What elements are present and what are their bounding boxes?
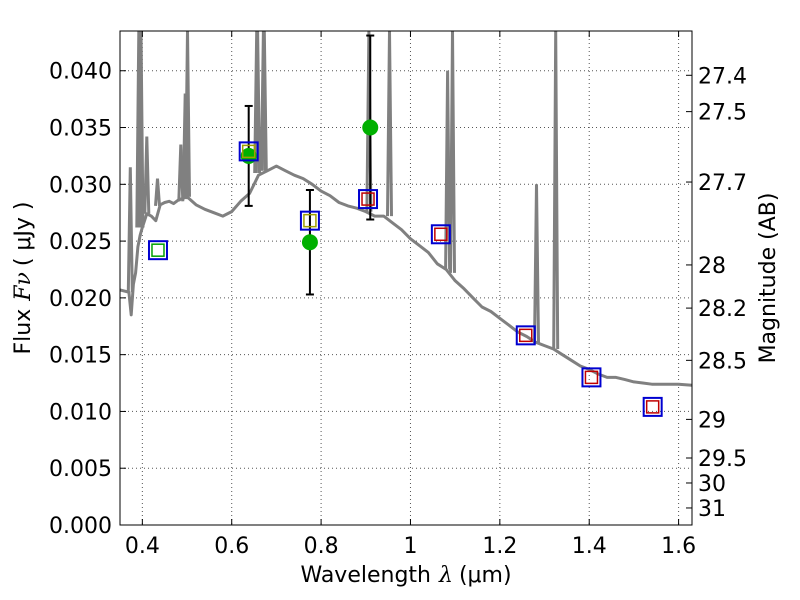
predicted-point-square — [434, 227, 448, 242]
y2-tick-label: 31 — [698, 497, 726, 522]
y-tick-labels: 0.000 0.005 0.010 0.015 0.020 0.025 0.030 0.035… — [49, 60, 112, 539]
predicted-point-square — [361, 192, 375, 206]
x-tick-label: 1 — [403, 534, 417, 559]
predicted-point-square — [151, 243, 165, 257]
grid-lines — [120, 31, 692, 526]
emission-line-spike — [126, 167, 134, 293]
y-axis-label: Flux Fν ( μJy ) — [11, 201, 36, 354]
x-tick-label: 1.2 — [482, 534, 517, 559]
y-tick-label: 0.035 — [49, 117, 112, 142]
y2-axis-label: Magnitude (AB) — [756, 193, 781, 364]
model-point-square — [642, 396, 663, 417]
y2-tick-label: 28.2 — [698, 297, 747, 322]
x-tick-label: 0.6 — [214, 534, 249, 559]
emission-line-spike — [533, 184, 540, 344]
emission-line-spike — [449, 31, 456, 273]
predicted-point-square — [645, 400, 660, 414]
y2-tick-label: 29.5 — [698, 447, 747, 472]
x-tick-label: 0.4 — [125, 534, 160, 559]
y2-tick-label: 28.5 — [698, 349, 747, 374]
predicted-point-square — [303, 213, 317, 228]
y-tick-label: 0.020 — [49, 287, 112, 312]
predicted-point-square — [519, 328, 533, 343]
emission-line-spike — [254, 31, 262, 174]
points-layer — [147, 34, 663, 417]
y2-tick-label: 27.4 — [698, 64, 747, 89]
emission-line-spike — [137, 31, 145, 228]
y-tick-label: 0.010 — [49, 400, 112, 425]
y-tick-label: 0.005 — [49, 457, 112, 482]
y2-tick-label: 28 — [698, 254, 726, 279]
y-tick-label: 0.000 — [49, 514, 112, 539]
predicted-point-square — [584, 370, 599, 385]
x-tick-labels: 0.4 0.6 0.8 1 1.2 1.4 1.6 — [125, 534, 696, 559]
emission-line-spike — [386, 31, 393, 217]
y-axis-label-text: Flux — [11, 309, 36, 355]
y-axis-unit: ( μJy ) — [11, 201, 36, 266]
model-point-square — [430, 224, 451, 245]
x-tick-label: 1.4 — [572, 534, 607, 559]
y2-tick-label: 27.7 — [698, 171, 747, 196]
model-point-square — [238, 141, 259, 162]
y-tick-label: 0.040 — [49, 60, 112, 85]
emission-line-spike — [260, 31, 268, 171]
plot-frame — [119, 30, 693, 526]
y-axis-symbol: Fν — [11, 272, 36, 302]
tick-marks — [120, 31, 692, 526]
model-point-square — [299, 210, 320, 231]
predicted-point-square — [241, 144, 256, 159]
emission-line-spike — [444, 70, 452, 270]
emission-line-spike — [552, 31, 560, 350]
y-tick-label: 0.025 — [49, 230, 112, 255]
y-tick-label: 0.015 — [49, 344, 112, 369]
x-axis-symbol: λ — [438, 563, 453, 588]
spectrum-layer — [120, 31, 692, 387]
observed-point — [301, 234, 318, 251]
x-axis-unit: (μm) — [459, 563, 512, 588]
emission-line-spike — [143, 136, 151, 214]
x-tick-label: 0.8 — [304, 534, 339, 559]
y2-tick-label: 30 — [698, 472, 726, 497]
y2-tick-label: 29 — [698, 408, 726, 433]
x-tick-label: 1.6 — [661, 534, 696, 559]
model-point-square — [358, 189, 379, 210]
model-point-square — [581, 367, 602, 388]
spectrum-continuum-line — [120, 164, 692, 387]
model-point-square — [515, 325, 536, 346]
y-tick-label: 0.030 — [49, 173, 112, 198]
x-axis-label: Wavelength λ (μm) — [300, 563, 511, 588]
model-point-square — [147, 240, 168, 261]
emission-line-spike — [184, 31, 191, 197]
emission-line-spike — [154, 178, 161, 207]
observed-point — [362, 119, 379, 136]
x-axis-label-text: Wavelength — [300, 563, 431, 588]
y2-tick-label: 27.5 — [698, 101, 747, 126]
